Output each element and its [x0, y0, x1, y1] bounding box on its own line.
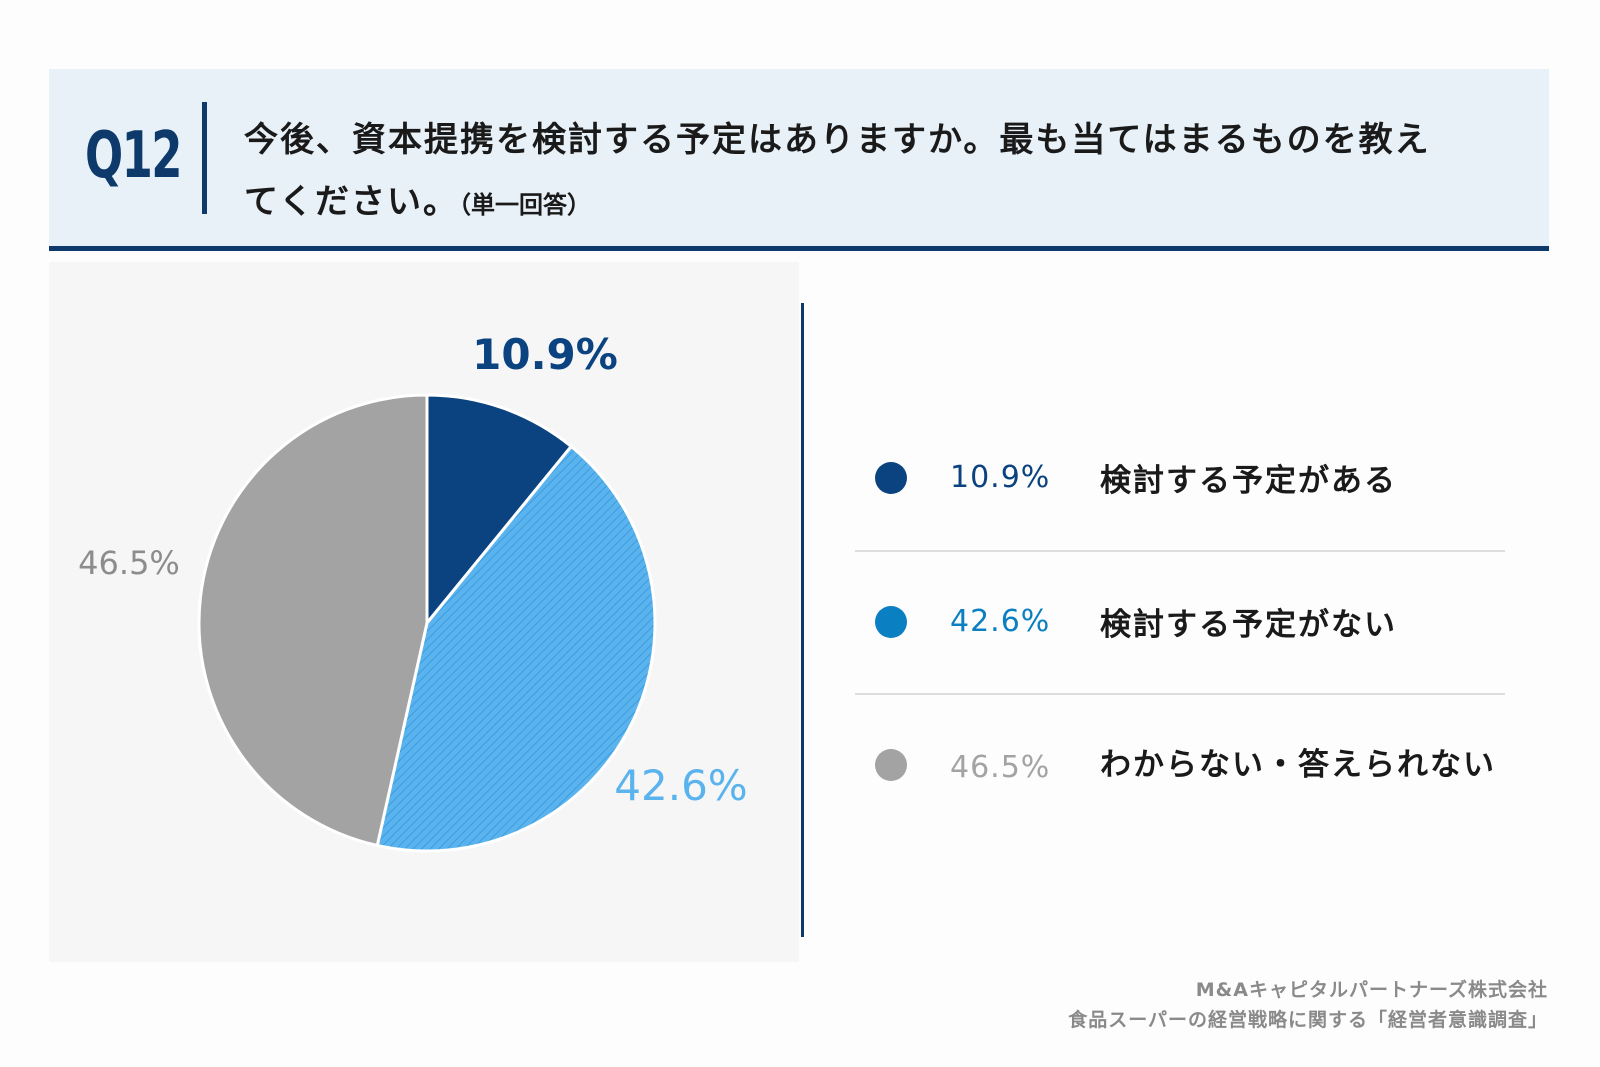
legend-item-2: 42.6% 検討する予定がない: [855, 552, 1505, 692]
legend-pct-1: 10.9%: [950, 460, 1051, 495]
pie-chart: 10.9% 42.6% 46.5%: [78, 330, 748, 853]
question-note: （単一回答）: [458, 191, 591, 219]
pie-slice-1: [425, 393, 574, 628]
legend-item-1: 10.9% 検討する予定がある: [855, 405, 1505, 545]
legend-label-2: 検討する予定がない: [1100, 607, 1397, 643]
footer-company: M&Aキャピタルパートナーズ株式会社: [1195, 979, 1548, 1001]
legend-separator-1: [855, 550, 1505, 552]
pie-label-3: 46.5%: [78, 544, 180, 582]
question-number: Q12: [85, 119, 183, 193]
pie-label-2: 42.6%: [614, 761, 747, 810]
pie-label-1: 10.9%: [472, 330, 618, 379]
vertical-divider: [801, 303, 804, 937]
pie-slice-3: [197, 393, 429, 848]
chart-panel: 10.9% 42.6% 46.5%: [49, 262, 799, 962]
legend-dot-3: [875, 749, 907, 781]
question-header: Q12 今後、資本提携を検討する予定はありますか。最も当てはまるものを教え てく…: [49, 69, 1549, 251]
legend-dot-1: [875, 462, 907, 494]
header-divider: [202, 102, 207, 214]
legend-pct-3: 46.5%: [950, 750, 1051, 785]
legend-dot-2: [875, 606, 907, 638]
legend-item-3: 46.5% わからない・答えられない: [855, 695, 1505, 835]
question-text-line1: 今後、資本提携を検討する予定はありますか。最も当てはまるものを教え: [244, 120, 1431, 160]
legend-label-1: 検討する予定がある: [1100, 463, 1397, 499]
legend-separator-2: [855, 693, 1505, 695]
question-text: 今後、資本提携を検討する予定はありますか。最も当てはまるものを教え てください。…: [244, 109, 1514, 236]
legend-label-3: わからない・答えられない: [1100, 747, 1496, 783]
question-text-line2: てください。: [244, 182, 459, 222]
footer-survey: 食品スーパーの経営戦略に関する「経営者意識調査」: [1068, 1009, 1548, 1031]
pie-slice-2: [375, 444, 657, 853]
legend-pct-2: 42.6%: [950, 604, 1051, 639]
